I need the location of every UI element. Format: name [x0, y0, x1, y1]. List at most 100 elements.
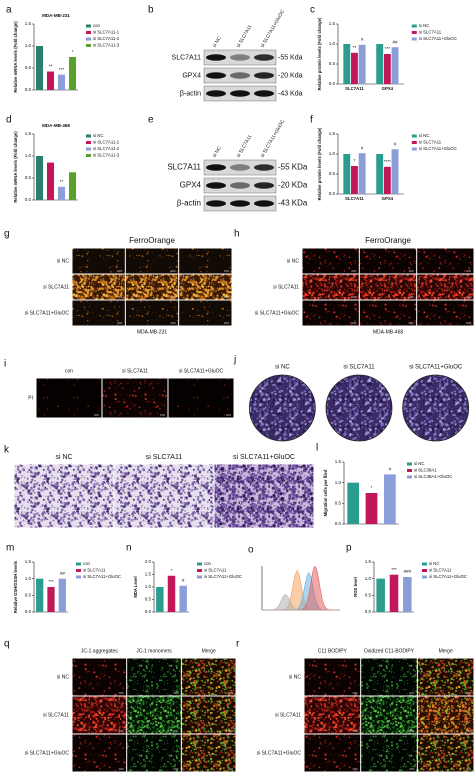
micrograph	[114, 464, 214, 528]
row-label: si SLC7A11+GluOC	[25, 750, 70, 756]
legend-label: si NC	[93, 133, 104, 138]
legend-swatch	[86, 37, 91, 41]
column-label: si SLC7A11	[122, 368, 148, 374]
legend-swatch	[407, 475, 412, 479]
panel-letter: i	[4, 359, 6, 370]
y-axis-label: Relative GSH/GSSH levels	[13, 560, 18, 613]
bar	[383, 474, 396, 524]
y-axis-label: Relative mRNA levels (Fold change)	[13, 131, 18, 203]
dish-image	[402, 374, 470, 442]
micrograph	[72, 248, 125, 274]
micrograph	[127, 696, 181, 734]
y-tick-label: 1.5	[25, 21, 32, 26]
panel-letter: q	[4, 639, 10, 650]
legend-label: si SLC7A11	[204, 568, 227, 573]
bar	[36, 578, 44, 612]
dish-image	[325, 374, 393, 442]
bar	[383, 54, 391, 84]
legend-swatch	[197, 569, 202, 572]
column-label: si SLC7A11	[343, 365, 375, 371]
x-tick-label: GPX4	[382, 196, 394, 201]
bar	[46, 162, 55, 200]
micrograph	[72, 274, 125, 300]
micrograph	[417, 248, 474, 274]
significance-label: *	[354, 158, 356, 163]
micrograph	[72, 658, 127, 696]
blot-band	[230, 164, 250, 171]
micrograph	[36, 378, 102, 418]
y-tick-label: 1.5	[25, 559, 32, 564]
x-tick-label: SLC7A11	[345, 86, 364, 91]
row-label: si SLC7A11	[43, 284, 69, 290]
significance-label: #	[361, 37, 364, 42]
bar	[376, 578, 385, 612]
micrograph	[125, 274, 179, 300]
blot-band	[254, 164, 274, 171]
micrograph	[125, 248, 179, 274]
lane-label: si SLC7A11	[236, 134, 254, 159]
y-tick-label: 0.5	[25, 65, 32, 70]
micrograph	[302, 274, 359, 300]
panel-letter: m	[6, 543, 14, 554]
legend-label: si SLC7A11+GluOC	[429, 574, 467, 579]
significance-label: #	[182, 578, 185, 583]
size-label: -43 KDa	[278, 199, 308, 208]
bar	[347, 482, 360, 524]
significance-label: *	[72, 49, 74, 54]
row-label: si NC	[289, 674, 302, 680]
y-tick-label: 0.0	[329, 81, 336, 86]
blot-strip	[203, 159, 277, 176]
legend-label: si SLC7A11+GluOC	[204, 574, 242, 579]
bar	[179, 585, 187, 612]
row-label: si SLC7A11	[275, 712, 301, 718]
micrograph	[361, 696, 417, 734]
bar	[167, 575, 176, 612]
blot-band	[254, 90, 274, 97]
column-label: Merge	[202, 648, 216, 654]
legend-label: si SLC7A11+GluOC	[419, 36, 457, 41]
y-tick-label: 1.0	[329, 151, 336, 156]
lane-label: si NC	[212, 145, 223, 159]
blot-band	[206, 90, 226, 97]
significance-label: ****	[384, 159, 391, 164]
column-label: Oxidized C11-BODIPY	[364, 648, 415, 654]
micrograph	[417, 696, 474, 734]
panel-letter: e	[148, 115, 154, 126]
size-label: -55 Kda	[278, 54, 303, 61]
legend-swatch	[411, 147, 417, 151]
bar	[358, 44, 366, 84]
significance-label: *	[371, 485, 373, 490]
legend-swatch	[407, 462, 412, 466]
legend-swatch	[76, 562, 81, 566]
panel-caption: MDA-MB-231	[137, 329, 168, 335]
y-axis-label: Relative mRNA levels (Fold change)	[13, 21, 18, 93]
row-label: si SLC7A11	[43, 712, 69, 718]
panel-letter: p	[346, 543, 352, 554]
y-tick-label: 0.0	[335, 521, 342, 526]
column-label: si NC	[55, 454, 72, 461]
flow-histogram	[262, 594, 340, 611]
significance-label: #	[389, 467, 392, 472]
chart-title: MDA-MB-231	[42, 13, 70, 18]
y-tick-label: 1.0	[145, 584, 152, 589]
micrograph	[179, 274, 232, 300]
blot-band	[206, 200, 226, 207]
micrograph	[102, 378, 168, 418]
legend-label: con	[204, 561, 212, 566]
y-tick-label: 1.5	[335, 459, 342, 464]
panel-letter: n	[126, 543, 132, 554]
bar	[35, 156, 44, 200]
legend-swatch	[411, 37, 417, 41]
y-tick-label: 0.0	[25, 609, 32, 614]
panel-letter: g	[4, 229, 10, 240]
y-tick-label: 0.5	[329, 61, 336, 66]
bar	[68, 172, 77, 200]
legend-label: si NC	[419, 133, 430, 138]
significance-label: ##	[60, 571, 66, 576]
y-tick-label: 1.5	[329, 21, 336, 26]
row-label: si NC	[287, 258, 300, 264]
legend-label: si SLC7A11-3	[93, 43, 120, 48]
micrograph	[181, 734, 236, 772]
row-label: si SLC7A11+GluOC	[257, 750, 302, 756]
bar	[46, 71, 55, 90]
